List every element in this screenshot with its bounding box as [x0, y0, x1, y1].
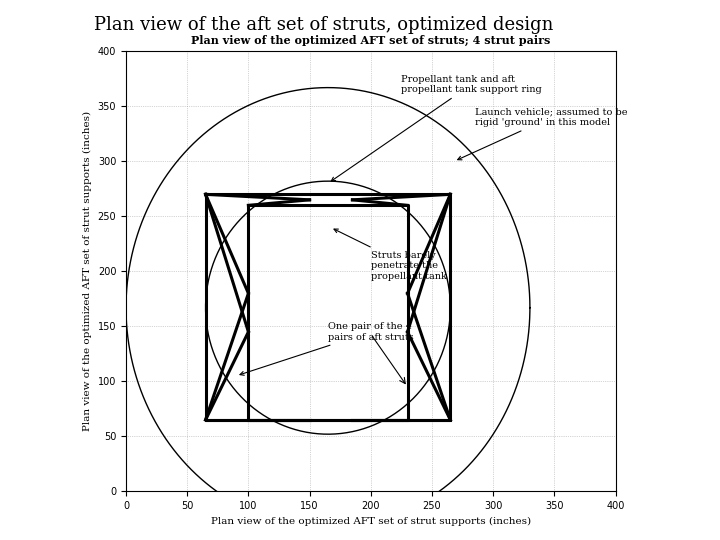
Y-axis label: Plan view of the optimized AFT set of strut supports (inches): Plan view of the optimized AFT set of st…	[83, 111, 92, 431]
Text: Propellant tank and aft
propellant tank support ring: Propellant tank and aft propellant tank …	[331, 75, 542, 181]
Text: One pair of the 4
pairs of aft struts: One pair of the 4 pairs of aft struts	[240, 322, 414, 375]
Text: Struts barely
penetrate the
propellant tank: Struts barely penetrate the propellant t…	[334, 229, 446, 281]
Title: Plan view of the optimized AFT set of struts; 4 strut pairs: Plan view of the optimized AFT set of st…	[191, 35, 551, 46]
X-axis label: Plan view of the optimized AFT set of strut supports (inches): Plan view of the optimized AFT set of st…	[211, 517, 531, 526]
Text: Launch vehicle; assumed to be
rigid 'ground' in this model: Launch vehicle; assumed to be rigid 'gro…	[458, 107, 627, 160]
Text: Plan view of the aft set of struts, optimized design: Plan view of the aft set of struts, opti…	[94, 16, 553, 34]
